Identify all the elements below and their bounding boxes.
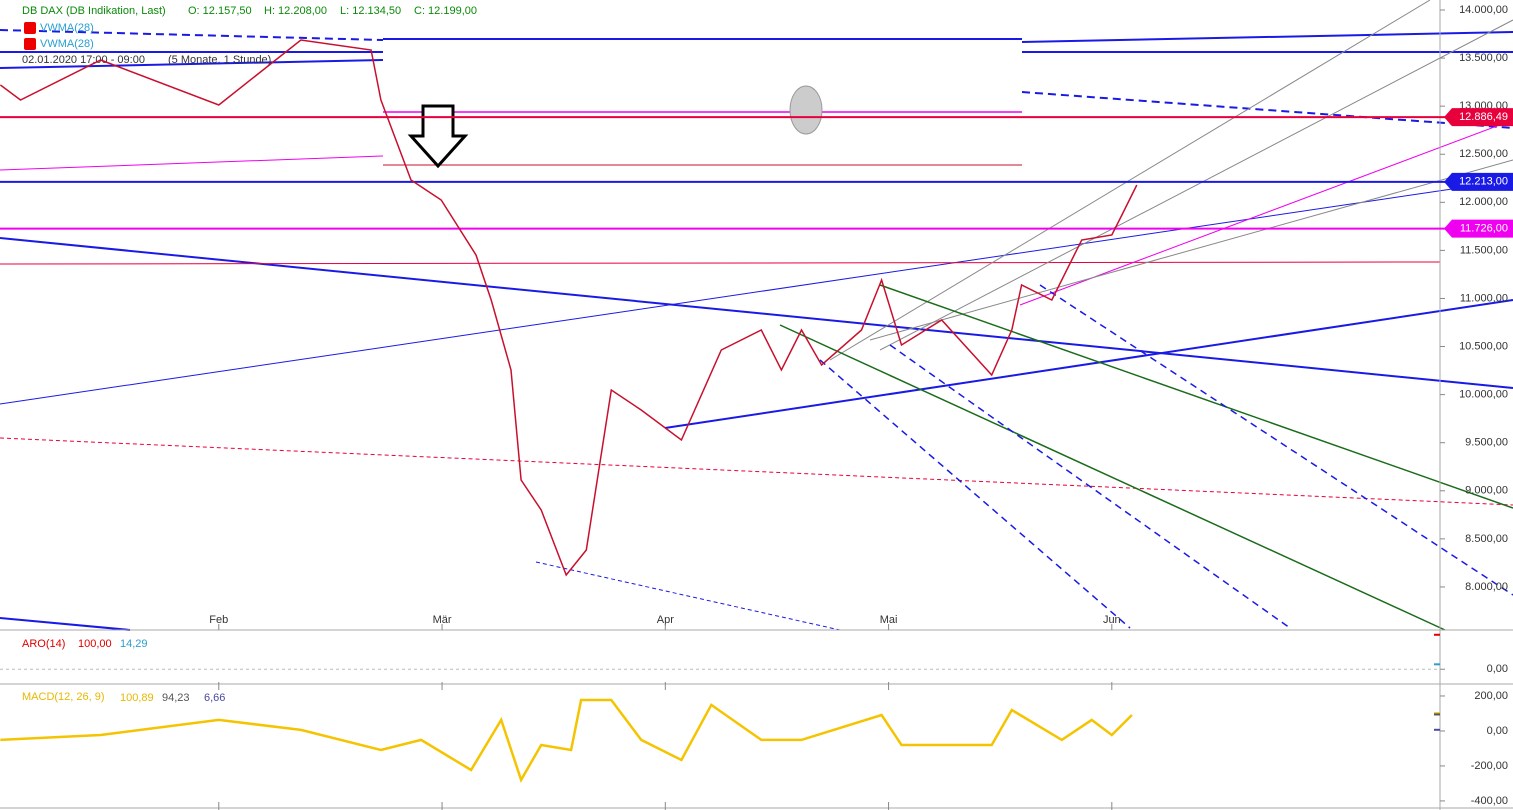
y-tick-label: 9.000,00: [1465, 485, 1508, 497]
legend-entry[interactable]: VWMA(28): [40, 38, 94, 50]
trend-lines: [0, 0, 1513, 631]
y-tick-label: -400,00: [1471, 795, 1508, 807]
y-tick-label: 8.500,00: [1465, 533, 1508, 545]
y-tick-label: 13.500,00: [1459, 52, 1508, 64]
level-label: 12.886,49: [1459, 111, 1508, 123]
x-tick-label: Mai: [880, 614, 898, 626]
y-tick-label: 14.000,00: [1459, 4, 1508, 16]
warning-icon: [24, 38, 36, 50]
readout: 100,00: [78, 638, 112, 650]
readout: 100,89: [120, 692, 154, 704]
quote-high: H: 12.208,00: [264, 5, 327, 17]
x-tick-label: Mär: [433, 614, 452, 626]
quote-open: O: 12.157,50: [188, 5, 252, 17]
level-label: 12.213,00: [1459, 176, 1508, 188]
y-tick-label: 9.500,00: [1465, 437, 1508, 449]
readout: 94,23: [162, 692, 190, 704]
x-tick-label: Feb: [209, 614, 228, 626]
level-tag: [1444, 219, 1513, 238]
y-tick-label: 12.500,00: [1459, 148, 1508, 160]
chart-title: DB DAX (DB Indikation, Last): [22, 5, 166, 17]
y-tick-label: 10.000,00: [1459, 389, 1508, 401]
panel-title: MACD(12, 26, 9): [22, 691, 105, 703]
y-tick-label: 12.000,00: [1459, 196, 1508, 208]
y-tick-label: 11.000,00: [1460, 292, 1508, 304]
level-label: 11.726,00: [1460, 223, 1508, 235]
x-tick-label: Apr: [657, 614, 674, 626]
quote-low: L: 12.134,50: [340, 5, 401, 17]
period: 02.01.2020 17:00 - 09:00: [22, 54, 145, 66]
warning-icon: [24, 22, 36, 34]
legend-entry[interactable]: VWMA(28): [40, 22, 94, 34]
y-tick-label: 0,00: [1487, 663, 1508, 675]
y-tick-label: -200,00: [1471, 760, 1508, 772]
span: (5 Monate, 1 Stunde): [168, 54, 271, 66]
price-line: [0, 698, 1133, 783]
y-tick-label: 10.500,00: [1459, 340, 1508, 352]
y-tick-label: 11.500,00: [1460, 244, 1508, 256]
price-line: [0, 39, 1138, 577]
inset-panel: [383, 8, 1022, 169]
level-tag: [1444, 108, 1513, 127]
x-tick-label: Jun: [1103, 614, 1121, 626]
quote-close: C: 12.199,00: [414, 5, 477, 17]
y-tick-label: 0,00: [1487, 725, 1508, 737]
panel-title: ARO(14): [22, 638, 65, 650]
y-tick-label: 8.000,00: [1465, 581, 1508, 593]
y-tick-label: 200,00: [1474, 690, 1508, 702]
readout: 6,66: [204, 692, 225, 704]
readout: 14,29: [120, 638, 148, 650]
level-tag: [1444, 172, 1513, 191]
